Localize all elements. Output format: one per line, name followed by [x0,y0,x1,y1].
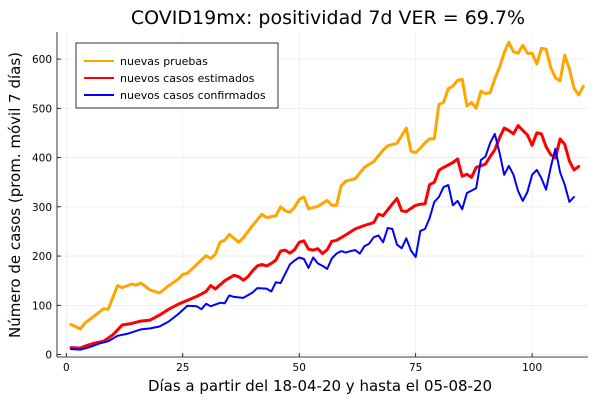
chart-title: COVID19mx: positividad 7d VER = 69.7% [131,7,525,29]
legend: nuevas pruebas nuevos casos estimados nuev… [75,42,279,109]
series-line-nuevos-casos-confirmados [70,132,575,351]
series-line-nuevas-pruebas [69,40,585,331]
ticks: 0 25 50 75 100 0 100 200 300 400 500 600 [32,54,542,374]
series-lines [69,40,585,351]
legend-label: nuevos casos confirmados [120,89,266,102]
x-tick-label: 100 [522,362,542,374]
y-tick-label: 0 [45,350,52,362]
y-tick-label: 100 [32,300,52,312]
legend-label: nuevos casos estimados [120,72,255,85]
y-axis-label: Número de casos (prom. móvil 7 días) [6,52,24,338]
x-tick-label: 75 [409,362,422,374]
y-tick-label: 600 [32,54,52,66]
y-tick-label: 200 [32,251,52,263]
y-tick-label: 500 [32,103,52,115]
y-tick-label: 300 [32,202,52,214]
series-line-nuevos-casos-estimados [69,124,581,350]
y-tick-label: 400 [32,153,52,165]
legend-label: nuevas pruebas [120,55,208,68]
legend-box [75,42,279,109]
x-tick-label: 50 [293,362,306,374]
x-axis-label: Días a partir del 18-04-20 y hasta el 05… [148,377,492,395]
x-tick-label: 25 [176,362,189,374]
x-tick-label: 0 [63,362,70,374]
axes [56,32,588,358]
